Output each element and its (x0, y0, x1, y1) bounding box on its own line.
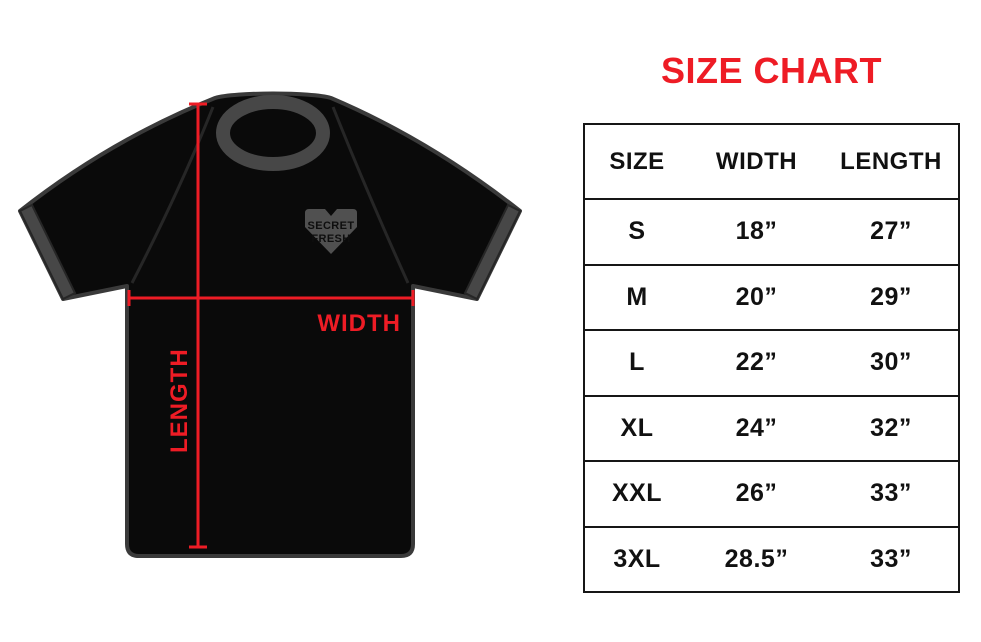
width-cell: 24” (689, 394, 824, 462)
right-cuff (463, 203, 522, 301)
page-title: SIZE CHART (661, 50, 882, 91)
width-cell: 28.5” (689, 525, 824, 593)
logo-text-line1: SECRET (307, 220, 354, 232)
size-cell: 3XL (584, 525, 689, 593)
table-row: M 20” 29” (584, 263, 959, 331)
width-cell: 22” (689, 329, 824, 397)
size-cell: S (584, 198, 689, 266)
table-row: XXL 26” 33” (584, 460, 959, 528)
width-cell: 18” (689, 198, 824, 266)
logo-heart: SECRET FRESH (305, 209, 357, 254)
right-armhole-seam (331, 106, 410, 284)
left-cuff (18, 203, 77, 301)
length-measure-line (189, 102, 207, 549)
width-label: WIDTH (317, 310, 401, 337)
width-measure-line (127, 290, 415, 306)
length-cell: 33” (824, 460, 959, 528)
table-row: XL 24” 32” (584, 394, 959, 462)
table-row: 3XL 28.5” 33” (584, 525, 959, 593)
width-cell: 26” (689, 460, 824, 528)
length-cell: 30” (824, 329, 959, 397)
size-cell: XXL (584, 460, 689, 528)
table-row: L 22” 30” (584, 329, 959, 397)
column-header-width: WIDTH (689, 123, 824, 200)
size-cell: M (584, 263, 689, 331)
length-label: LENGTH (166, 348, 193, 453)
length-cell: 32” (824, 394, 959, 462)
tshirt-body (18, 91, 522, 558)
size-table: SIZE WIDTH LENGTH S 18” 27” M 20” 29” L … (583, 123, 960, 593)
collar (216, 95, 330, 171)
left-armhole-seam (130, 106, 215, 284)
table-row: S 18” 27” (584, 198, 959, 266)
column-header-size: SIZE (584, 123, 689, 200)
size-cell: L (584, 329, 689, 397)
length-cell: 27” (824, 198, 959, 266)
length-cell: 29” (824, 263, 959, 331)
width-cell: 20” (689, 263, 824, 331)
column-header-length: LENGTH (824, 123, 959, 200)
size-cell: XL (584, 394, 689, 462)
logo-text-line2: FRESH (311, 233, 350, 245)
length-cell: 33” (824, 525, 959, 593)
table-header-row: SIZE WIDTH LENGTH (584, 123, 959, 200)
tshirt-measurement-diagram: SECRET FRESH WIDTH LENGTH (18, 91, 522, 558)
